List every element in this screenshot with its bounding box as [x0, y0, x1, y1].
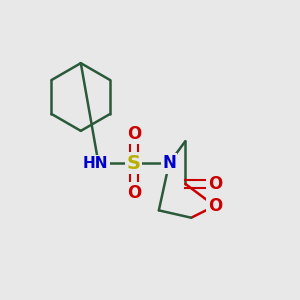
Text: N: N: [162, 154, 176, 172]
Text: O: O: [127, 184, 141, 202]
Text: S: S: [127, 154, 141, 173]
Text: O: O: [127, 125, 141, 143]
Text: HN: HN: [83, 156, 108, 171]
Text: O: O: [208, 175, 222, 193]
Text: O: O: [208, 197, 222, 215]
